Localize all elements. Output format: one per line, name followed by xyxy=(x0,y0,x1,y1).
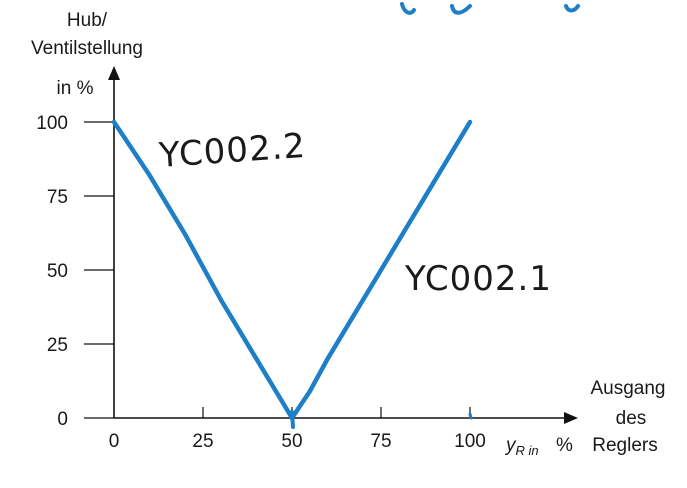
x-axis-caption-line-2: des xyxy=(616,408,647,429)
pen-mark-top-edge xyxy=(400,2,580,15)
series-1-point xyxy=(183,232,188,237)
series-1-point xyxy=(147,173,152,178)
x-axis-symbol-letter: y xyxy=(504,435,517,456)
y-axis-title-line-1: Hub/ xyxy=(67,10,108,31)
series-1-point xyxy=(218,297,223,302)
x-axis-caption-line-3: Reglers xyxy=(592,435,657,456)
x-axis-unit: % xyxy=(556,435,573,456)
x-tick-label: 0 xyxy=(109,431,120,452)
y-tick-label: 100 xyxy=(36,113,68,134)
x-tick-label: 50 xyxy=(281,431,302,452)
x-axis-symbol-subscript: R in xyxy=(516,443,539,458)
series-1-point xyxy=(112,120,116,124)
x-tick-label: 25 xyxy=(192,431,213,452)
series-2-point xyxy=(468,120,472,124)
series-2-point xyxy=(432,179,437,184)
y-axis-title: Hub/ Ventilstellung in % xyxy=(31,10,143,99)
x-tick-label: 75 xyxy=(370,431,391,452)
x-axis-title: yR in % Ausgang des Reglers xyxy=(504,378,666,458)
annotation-yc002-2: YC002.2 xyxy=(157,126,307,176)
minimum-pen-stroke xyxy=(290,410,295,429)
series xyxy=(111,119,473,429)
series-2-point xyxy=(325,356,330,361)
annotation-yc002-1: YC002.1 xyxy=(404,259,552,299)
ticks: 0 25 50 75 100 0 25 50 75 100 xyxy=(36,113,486,452)
axes xyxy=(108,66,578,424)
series-2-point xyxy=(307,389,312,394)
y-tick-label: 0 xyxy=(57,409,68,430)
series-1-point xyxy=(254,356,259,361)
series-1-point xyxy=(272,386,277,391)
x-axis-symbol: yR in xyxy=(504,435,539,458)
x-axis-arrow xyxy=(564,412,578,424)
series-2-point xyxy=(396,238,401,243)
y-tick-label: 75 xyxy=(47,187,68,208)
x-tick-label: 100 xyxy=(454,431,486,452)
y-tick-label: 50 xyxy=(47,261,68,282)
x-axis-caption-line-1: Ausgang xyxy=(590,378,665,399)
y-axis-arrow xyxy=(108,66,120,80)
y-axis-title-line-3: in % xyxy=(57,78,94,99)
series-2-point xyxy=(361,297,366,302)
y-tick-label: 25 xyxy=(47,335,68,356)
pen-dot-x100 xyxy=(468,412,473,420)
y-axis-title-line-2: Ventilstellung xyxy=(31,38,143,59)
